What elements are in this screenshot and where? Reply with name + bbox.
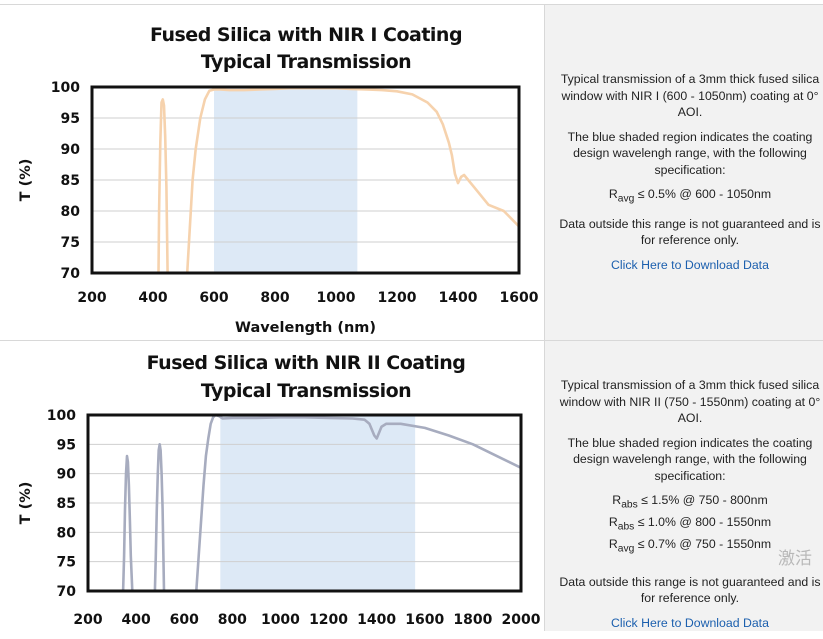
activation-watermark: 激活: [778, 549, 812, 569]
x-axis-label: Wavelength (nm): [235, 320, 376, 336]
spec-list: Ravg ≤ 0.5% @ 600 - 1050nm: [559, 186, 821, 208]
shaded-line: The blue shaded region indicates the coa…: [567, 435, 813, 450]
chart-title: Fused Silica with NIR I Coating: [150, 24, 462, 46]
description-line: window with NIR II (750 - 1550nm) coatin…: [559, 394, 821, 409]
chart-subtitle: Typical Transmission: [201, 380, 411, 402]
y-axis-label: T (%): [18, 482, 34, 525]
y-tick-label: 85: [57, 496, 76, 512]
spec-subscript: abs: [617, 521, 635, 533]
spec-value: ≤ 1.0% @ 800 - 1550nm: [634, 514, 772, 529]
description-nir2: Typical transmission of a 3mm thick fuse…: [559, 377, 821, 639]
shaded-line: The blue shaded region indicates the coa…: [567, 129, 813, 144]
chart-nir1: Fused Silica with NIR I Coating Typical T…: [18, 24, 539, 336]
y-tick-label: 90: [57, 467, 77, 483]
spec-subscript: abs: [621, 499, 638, 511]
y-tick-label: 85: [61, 173, 80, 189]
y-tick-label: 70: [61, 266, 81, 282]
shaded-region-text: The blue shaded region indicates the coa…: [559, 435, 821, 485]
chart-row-nir2: Fused Silica with NIR II Coating Typical …: [0, 340, 823, 631]
spec-value: ≤ 0.7% @ 750 - 1550nm: [634, 536, 772, 551]
download-data-link[interactable]: Click Here to Download Data: [611, 257, 769, 272]
shaded-line: design wavelengh range, with the followi…: [573, 452, 807, 466]
x-tick-label: 200: [77, 290, 106, 306]
transmission-line: [121, 415, 521, 591]
spec-subscript: avg: [617, 543, 635, 555]
y-tick-label: 75: [57, 555, 76, 571]
x-tick-label: 1600: [500, 290, 539, 306]
x-tick-label: 1400: [439, 290, 478, 306]
description-line: AOI.: [677, 411, 703, 425]
y-tick-label: 80: [61, 204, 81, 220]
y-tick-label: 75: [61, 235, 80, 251]
shaded-line: specification:: [654, 468, 726, 483]
plot-frame: [90, 85, 521, 275]
description-line: AOI.: [677, 105, 703, 119]
spec-value: ≤ 0.5% @ 600 - 1050nm: [634, 187, 772, 201]
shaded-line: specification:: [654, 162, 726, 177]
transmission-line: [157, 87, 519, 273]
y-tick-label: 70: [57, 584, 77, 600]
description-cell-nir1: Typical transmission of a 3mm thick fuse…: [545, 5, 823, 341]
y-tick-label: 95: [61, 111, 80, 127]
x-tick-label: 2000: [502, 612, 541, 628]
chart-cell-nir2: Fused Silica with NIR II Coating Typical …: [0, 341, 545, 631]
description-nir1: Typical transmission of a 3mm thick fuse…: [559, 71, 821, 281]
x-tick-label: 1400: [357, 612, 396, 628]
y-tick-label: 90: [61, 142, 81, 158]
spec-line: Ravg ≤ 0.7% @ 750 - 1550nm: [559, 536, 821, 558]
note-line: for reference only.: [640, 591, 740, 606]
x-tick-label: 200: [73, 612, 102, 628]
y-tick-label: 80: [57, 525, 77, 541]
shaded-line: design wavelengh range, with the followi…: [573, 146, 807, 160]
spec-subscript: avg: [617, 193, 635, 205]
x-tick-label: 1000: [261, 612, 300, 628]
chart-row-nir1: Fused Silica with NIR I Coating Typical T…: [0, 4, 823, 341]
chart-nir2: Fused Silica with NIR II Coating Typical …: [18, 352, 541, 628]
description-line: Typical transmission of a 3mm thick fuse…: [560, 378, 820, 392]
x-tick-label: 1200: [378, 290, 417, 306]
description-cell-nir2: Typical transmission of a 3mm thick fuse…: [545, 341, 823, 631]
shaded-region-text: The blue shaded region indicates the coa…: [559, 129, 821, 179]
x-tick-label: 1600: [405, 612, 444, 628]
x-tick-label: 1200: [309, 612, 348, 628]
spec-symbol: R: [608, 514, 618, 529]
spec-symbol: R: [608, 536, 618, 551]
spec-line: Rabs ≤ 1.0% @ 800 - 1550nm: [559, 514, 821, 536]
spec-list: Rabs ≤ 1.5% @ 750 - 800nm Rabs ≤ 1.0% @ …: [559, 492, 821, 558]
description-line: window with NIR I (600 - 1050nm) coating…: [561, 88, 819, 103]
y-axis-label: T (%): [18, 159, 34, 202]
x-tick-label: 600: [170, 612, 199, 628]
description-text: Typical transmission of a 3mm thick fuse…: [559, 71, 821, 121]
note-text: Data outside this range is not guarantee…: [559, 574, 821, 607]
chart-cell-nir1: Fused Silica with NIR I Coating Typical T…: [0, 5, 545, 341]
spec-line: Rabs ≤ 1.5% @ 750 - 800nm: [559, 492, 821, 514]
x-tick-label: 1000: [317, 290, 356, 306]
x-tick-label: 400: [138, 290, 167, 306]
spec-symbol: R: [612, 493, 622, 507]
x-tick-label: 400: [121, 612, 150, 628]
chart-subtitle: Typical Transmission: [201, 51, 411, 73]
spec-symbol: R: [608, 187, 618, 201]
description-line: Typical transmission of a 3mm thick fuse…: [560, 72, 820, 86]
y-tick-label: 100: [47, 408, 76, 424]
note-line: for reference only.: [640, 233, 740, 248]
note-text: Data outside this range is not guarantee…: [559, 216, 821, 249]
y-tick-label: 100: [51, 80, 80, 96]
y-tick-label: 95: [57, 437, 76, 453]
x-tick-label: 800: [260, 290, 289, 306]
x-tick-label: 800: [218, 612, 247, 628]
chart-title: Fused Silica with NIR II Coating: [147, 352, 466, 374]
x-tick-label: 600: [199, 290, 228, 306]
spec-line: Ravg ≤ 0.5% @ 600 - 1050nm: [559, 186, 821, 208]
x-tick-label: 1800: [453, 612, 492, 628]
note-line: Data outside this range is not guarantee…: [559, 216, 821, 231]
plot-frame: [86, 413, 523, 593]
note-line: Data outside this range is not guarantee…: [559, 574, 821, 589]
description-text: Typical transmission of a 3mm thick fuse…: [559, 377, 821, 427]
spec-value: ≤ 1.5% @ 750 - 800nm: [637, 493, 768, 507]
